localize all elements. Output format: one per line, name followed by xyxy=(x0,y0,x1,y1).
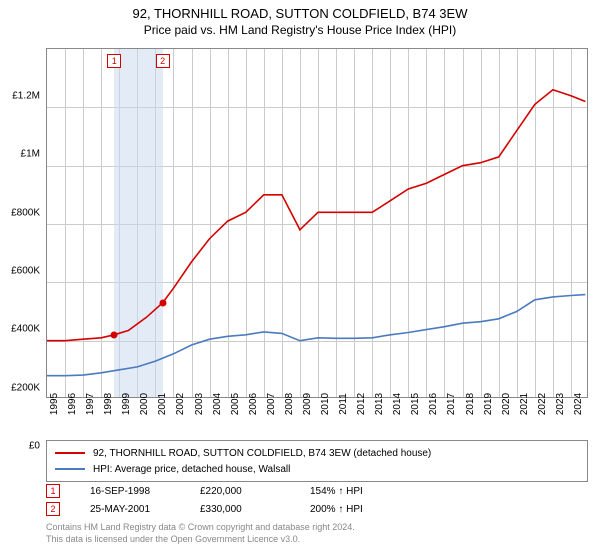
legend-swatch xyxy=(55,468,85,470)
footer-line-1: Contains HM Land Registry data © Crown c… xyxy=(46,522,355,534)
event-marker-dot xyxy=(111,331,118,338)
x-axis-label: 2000 xyxy=(139,393,150,415)
x-axis-label: 2004 xyxy=(212,393,223,415)
x-axis-label: 2020 xyxy=(501,393,512,415)
x-axis-label: 2008 xyxy=(284,393,295,415)
footer-line-2: This data is licensed under the Open Gov… xyxy=(46,534,355,546)
legend-label: 92, THORNHILL ROAD, SUTTON COLDFIELD, B7… xyxy=(93,448,431,459)
title-main: 92, THORNHILL ROAD, SUTTON COLDFIELD, B7… xyxy=(0,6,600,21)
x-axis-label: 1997 xyxy=(85,393,96,415)
chart-area: 12 £0£200K£400K£600K£800K£1M£1.2M xyxy=(46,48,588,398)
event-pct: 154% ↑ HPI xyxy=(310,486,430,497)
y-axis-label: £400K xyxy=(11,324,40,335)
x-axis-label: 2003 xyxy=(194,393,205,415)
event-marker-box: 1 xyxy=(107,54,121,68)
x-axis-label: 2012 xyxy=(356,393,367,415)
title-block: 92, THORNHILL ROAD, SUTTON COLDFIELD, B7… xyxy=(0,0,600,37)
x-axis-label: 2014 xyxy=(392,393,403,415)
event-row: 116-SEP-1998£220,000154% ↑ HPI xyxy=(46,482,430,500)
x-axis-label: 2018 xyxy=(465,393,476,415)
y-axis-label: £1.2M xyxy=(12,91,40,102)
legend: 92, THORNHILL ROAD, SUTTON COLDFIELD, B7… xyxy=(46,440,588,482)
x-axis-label: 2023 xyxy=(555,393,566,415)
plot-region: 12 xyxy=(46,48,588,398)
x-axis-label: 2017 xyxy=(446,393,457,415)
event-marker-box: 2 xyxy=(46,502,60,516)
x-axis-label: 1999 xyxy=(121,393,132,415)
legend-label: HPI: Average price, detached house, Wals… xyxy=(93,464,290,475)
x-axis-label: 2001 xyxy=(157,393,168,415)
x-axis-label: 2010 xyxy=(320,393,331,415)
event-table: 116-SEP-1998£220,000154% ↑ HPI225-MAY-20… xyxy=(46,482,430,518)
y-axis-label: £200K xyxy=(11,382,40,393)
legend-item: HPI: Average price, detached house, Wals… xyxy=(55,461,579,477)
x-axis-label: 2005 xyxy=(230,393,241,415)
x-axis-label: 1995 xyxy=(49,393,60,415)
y-axis-label: £0 xyxy=(29,441,40,452)
legend-item: 92, THORNHILL ROAD, SUTTON COLDFIELD, B7… xyxy=(55,445,579,461)
event-date: 16-SEP-1998 xyxy=(60,486,200,497)
y-axis-label: £1M xyxy=(21,149,40,160)
x-axis-label: 1996 xyxy=(67,393,78,415)
lines-svg xyxy=(47,49,588,398)
event-pct: 200% ↑ HPI xyxy=(310,504,430,515)
event-date: 25-MAY-2001 xyxy=(60,504,200,515)
x-axis-label: 2002 xyxy=(175,393,186,415)
y-axis-label: £800K xyxy=(11,207,40,218)
x-axis-label: 2013 xyxy=(374,393,385,415)
event-marker-box: 1 xyxy=(46,484,60,498)
event-price: £330,000 xyxy=(200,504,310,515)
y-axis-label: £600K xyxy=(11,266,40,277)
x-axis-label: 2011 xyxy=(338,393,349,415)
x-axis-label: 2016 xyxy=(428,393,439,415)
x-axis-label: 2019 xyxy=(483,393,494,415)
x-axis-label: 2024 xyxy=(573,393,584,415)
x-axis-label: 2022 xyxy=(537,393,548,415)
x-axis-label: 1998 xyxy=(103,393,114,415)
series-line-hpi xyxy=(47,295,585,376)
title-sub: Price paid vs. HM Land Registry's House … xyxy=(0,23,600,37)
legend-swatch xyxy=(55,452,85,454)
footer: Contains HM Land Registry data © Crown c… xyxy=(46,522,355,545)
event-price: £220,000 xyxy=(200,486,310,497)
event-marker-dot xyxy=(159,299,166,306)
event-marker-box: 2 xyxy=(156,54,170,68)
x-axis-label: 2015 xyxy=(410,393,421,415)
x-axis-label: 2009 xyxy=(302,393,313,415)
x-axis-label: 2007 xyxy=(266,393,277,415)
x-axis-label: 2021 xyxy=(519,393,530,415)
series-line-price xyxy=(47,90,585,341)
x-axis-label: 2006 xyxy=(248,393,259,415)
chart-container: 92, THORNHILL ROAD, SUTTON COLDFIELD, B7… xyxy=(0,0,600,560)
event-row: 225-MAY-2001£330,000200% ↑ HPI xyxy=(46,500,430,518)
